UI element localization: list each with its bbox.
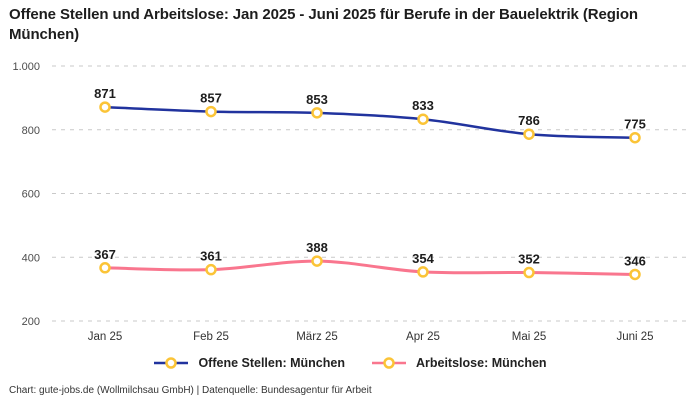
data-point-marker [205,105,217,118]
data-point-label: 853 [306,92,328,107]
y-tick-label: 800 [22,125,40,137]
data-point-label: 367 [94,247,116,262]
data-point-marker [629,268,641,281]
legend-item-arbeitslose: Arbeitslose: München [371,356,547,370]
chart-title: Offene Stellen und Arbeitslose: Jan 2025… [9,6,638,43]
legend: Offene Stellen: München Arbeitslose: Mün… [0,356,700,370]
data-point-marker [99,262,111,274]
data-point-marker [523,128,535,140]
series-line [103,259,637,276]
series-line [103,105,637,139]
y-tick-label: 600 [22,189,40,201]
y-tick-label: 400 [22,252,40,264]
data-point-marker [311,255,323,267]
data-point-marker [311,107,323,119]
attribution: Chart: gute-jobs.de (Wollmilchsau GmbH) … [9,385,372,396]
data-point-marker [417,113,429,125]
x-tick-label: Mai 25 [512,331,547,343]
data-point-marker [629,131,641,144]
data-point-marker [417,266,429,278]
data-point-label: 871 [94,86,116,101]
x-tick-label: Jan 25 [88,331,123,343]
data-point-marker [99,101,111,113]
data-point-marker [523,266,535,279]
x-tick-label: Juni 25 [616,331,653,343]
legend-label-arbeitslose: Arbeitslose: München [415,356,547,370]
data-point-label: 857 [200,91,222,106]
legend-line-marker-icon [154,357,189,369]
x-tick-label: Apr 25 [406,331,440,343]
x-tick-label: März 25 [296,331,338,343]
legend-label-offene-stellen: Offene Stellen: München [198,356,345,370]
data-point-label: 388 [306,240,328,255]
data-point-label: 775 [624,117,646,132]
legend-item-offene-stellen: Offene Stellen: München [153,356,345,370]
data-point-marker [205,263,217,276]
y-tick-label: 1.000 [12,61,40,73]
data-point-label: 833 [412,98,434,113]
legend-line-marker-icon [371,357,406,369]
data-point-label: 346 [624,253,646,268]
data-point-label: 352 [518,252,540,267]
data-point-label: 786 [518,113,540,128]
data-point-label: 354 [412,251,434,266]
x-tick-label: Feb 25 [193,331,229,343]
line-chart: 200 400 600 800 1.000 Jan 25 Feb 25 März 25 Apr … [12,61,688,343]
data-point-label: 361 [200,249,222,264]
y-tick-label: 200 [22,316,40,328]
